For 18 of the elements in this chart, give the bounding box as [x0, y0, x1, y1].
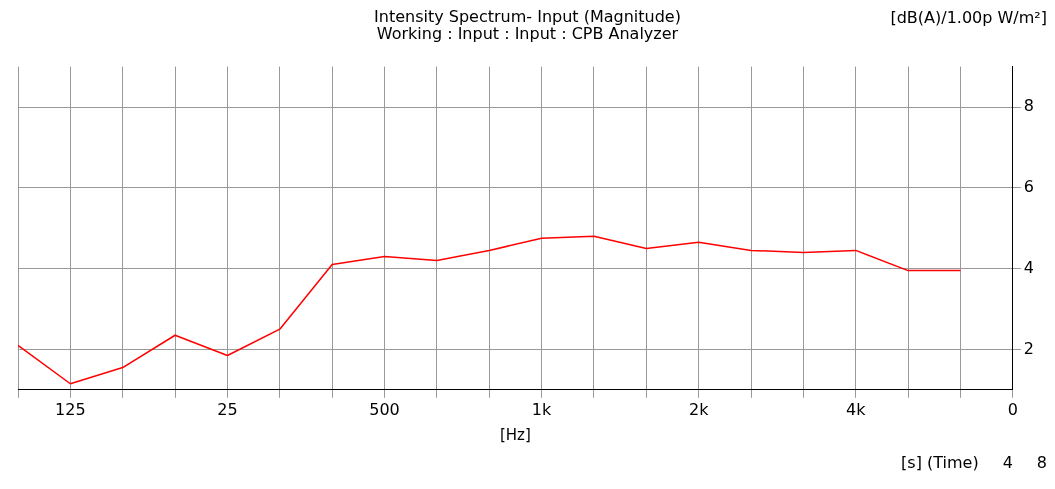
text: [s] (Time)	[901, 453, 979, 472]
x-tick-label: 2k	[688, 399, 710, 419]
x-tick-label: 1k	[531, 399, 553, 419]
x-tick-label: 125	[55, 399, 86, 419]
y-axis-title: [dB(A)/1.00p W/m²]	[889, 8, 1047, 27]
y-tick-label: 6	[1023, 176, 1035, 196]
y-tick-label: 8	[1023, 96, 1035, 116]
x-tick-label: 25	[217, 399, 238, 419]
x-tick-label: 500	[369, 399, 400, 419]
y-tick-label: 2	[1023, 338, 1035, 358]
text: 8	[1036, 453, 1047, 472]
y-tick-label: 4	[1023, 257, 1035, 277]
x-tick-label: 0	[1007, 399, 1018, 419]
x-tick-label: 4k	[846, 399, 867, 419]
x-axis-title: [Hz]	[499, 425, 531, 444]
chart-subtitle: Working : Input : Input : CPB Analyzer	[376, 24, 679, 43]
text: 4	[1002, 453, 1013, 472]
chart-title: Intensity Spectrum- Input (Magnitude)	[374, 7, 681, 26]
